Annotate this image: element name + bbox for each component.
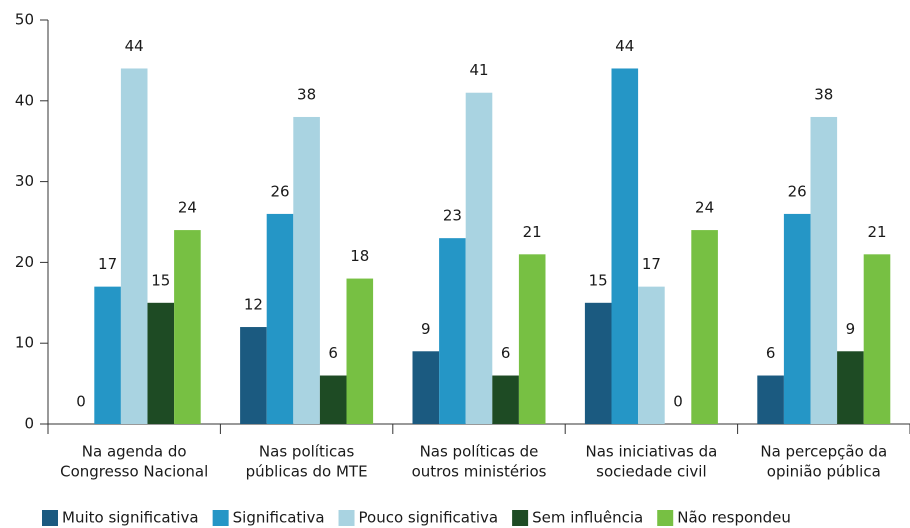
y-tick-label: 0 (24, 415, 34, 433)
data-label: 6 (328, 344, 338, 362)
y-tick-label: 50 (15, 11, 34, 29)
legend-swatch (657, 510, 674, 526)
data-label: 15 (589, 271, 608, 289)
y-tick-label: 20 (15, 253, 34, 271)
bar (465, 92, 493, 424)
data-label: 44 (125, 37, 144, 55)
data-label: 24 (178, 199, 197, 217)
x-tick-label: Na percepção da (760, 443, 887, 461)
y-tick-label: 40 (15, 91, 34, 109)
data-label: 38 (297, 85, 316, 103)
bar (492, 375, 519, 424)
x-tick-label: outros ministérios (412, 463, 547, 481)
bar (120, 68, 148, 424)
bar (691, 230, 718, 424)
data-label: 23 (443, 207, 462, 225)
data-label: 0 (76, 393, 86, 411)
legend-label: Não respondeu (677, 509, 791, 527)
data-label: 0 (673, 393, 683, 411)
legend-label: Significativa (233, 509, 325, 527)
legend-label: Sem influência (532, 509, 643, 527)
x-tick-label: sociedade civil (596, 463, 707, 481)
bar (439, 238, 466, 424)
x-tick-label: Congresso Nacional (60, 463, 208, 481)
data-label: 15 (151, 271, 170, 289)
x-tick-label: opinião pública (767, 463, 881, 481)
data-label: 6 (766, 344, 776, 362)
data-label: 6 (501, 344, 511, 362)
bar (611, 68, 639, 424)
data-label: 24 (695, 199, 714, 217)
x-tick-label: Nas iniciativas da (585, 443, 717, 461)
data-label: 12 (244, 296, 263, 314)
bar (94, 286, 121, 424)
legend-swatch (42, 510, 58, 526)
legend-label: Muito significativa (62, 509, 199, 527)
y-tick-label: 10 (15, 334, 34, 352)
bar (863, 254, 891, 424)
bar (266, 213, 294, 424)
bar (346, 278, 374, 424)
legend-swatch (338, 510, 355, 526)
x-tick-label: Nas políticas de (420, 443, 539, 461)
bar (240, 327, 267, 424)
data-label: 9 (421, 320, 431, 338)
x-tick-label: públicas do MTE (246, 463, 368, 481)
data-label: 17 (642, 255, 661, 273)
bar (518, 254, 546, 424)
data-label: 44 (615, 37, 634, 55)
bar (412, 351, 440, 424)
x-tick-label: Nas políticas (259, 443, 355, 461)
bar (319, 375, 347, 424)
legend-swatch (212, 510, 229, 526)
data-label: 18 (350, 247, 369, 265)
data-label: 26 (788, 182, 807, 200)
data-label: 21 (523, 223, 542, 241)
bar (293, 116, 320, 425)
legend-swatch (512, 510, 529, 526)
data-label: 38 (814, 85, 833, 103)
bar (147, 302, 175, 424)
data-label: 26 (270, 182, 289, 200)
bar (174, 230, 201, 424)
data-label: 41 (469, 61, 488, 79)
bar (757, 375, 784, 424)
legend-label: Pouco significativa (359, 509, 499, 527)
data-label: 17 (98, 255, 117, 273)
x-tick-label: Na agenda do (82, 443, 187, 461)
bar (584, 302, 612, 424)
y-tick-label: 30 (15, 172, 34, 190)
bar (810, 116, 838, 425)
data-label: 9 (846, 320, 856, 338)
bar (837, 351, 864, 424)
data-label: 21 (867, 223, 886, 241)
bar (638, 286, 665, 424)
bar (783, 213, 811, 424)
